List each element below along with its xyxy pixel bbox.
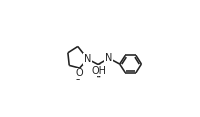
Text: N: N — [105, 53, 112, 63]
Text: N: N — [84, 54, 91, 64]
Text: OH: OH — [92, 66, 106, 76]
Text: O: O — [75, 68, 82, 78]
